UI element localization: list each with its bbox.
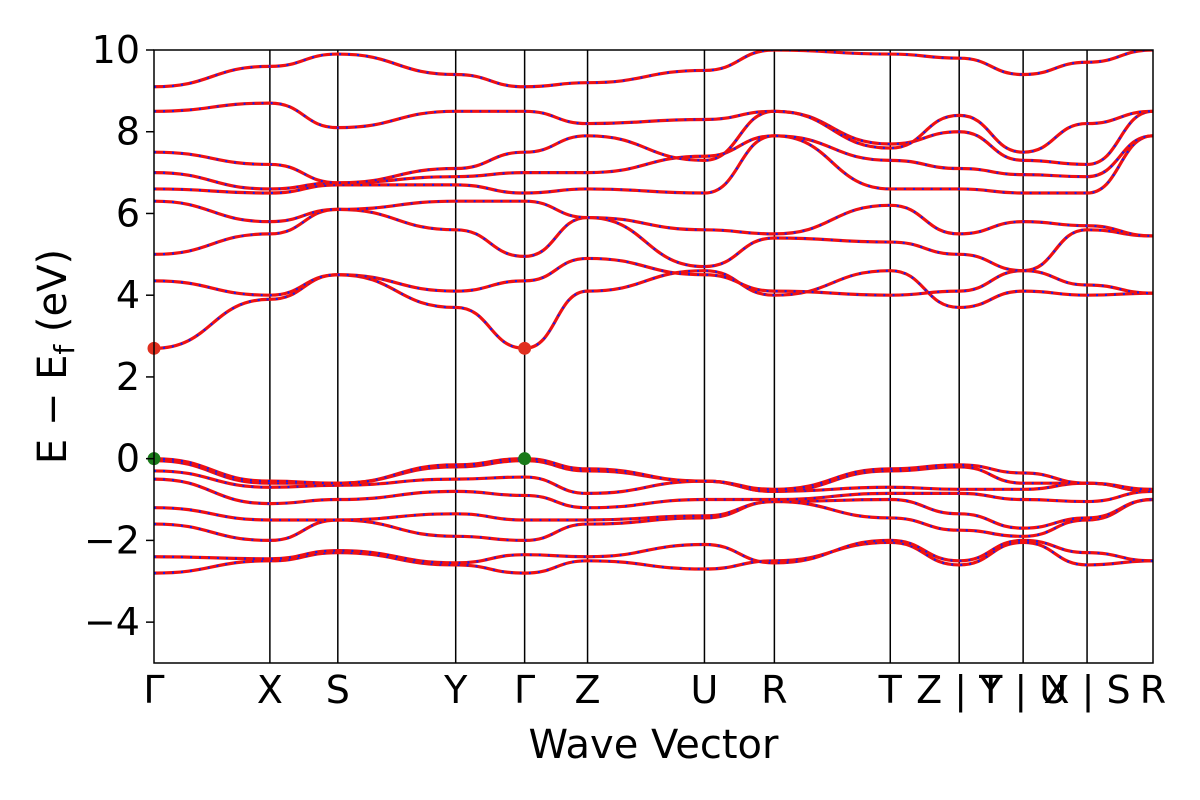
band-line [154, 101, 1153, 154]
band-line [154, 109, 1153, 185]
x-tick-label: Z [575, 668, 601, 712]
band-line-overlay [154, 50, 1153, 88]
plot-frame [153, 49, 1154, 664]
y-axis-label: E − Ef (eV) [30, 249, 81, 464]
y-axis-ticks: −4 −2 0 2 4 6 8 10 [84, 28, 154, 644]
band-line-overlay [154, 200, 1153, 238]
y-tick-label: 6 [116, 191, 140, 235]
y-axis-label-subscript: f [48, 344, 81, 355]
x-tick-label: Γ [514, 668, 535, 712]
band-line [154, 538, 1153, 565]
y-tick-label: 4 [116, 273, 140, 317]
band-line [154, 207, 1153, 273]
band-line [154, 134, 1153, 195]
x-tick-label: Γ [143, 668, 164, 712]
band-line-overlay [154, 478, 1153, 509]
band-line-overlay [154, 541, 1153, 575]
x-tick-label: U [691, 668, 719, 712]
x-tick-label: X [257, 668, 283, 712]
band-line [154, 199, 1153, 238]
kpoint-gridlines [269, 50, 1088, 663]
cbm-point [518, 341, 532, 355]
band-line [154, 50, 1153, 89]
y-tick-label: −4 [84, 600, 140, 644]
band-line [154, 497, 1153, 530]
y-tick-label: −2 [84, 518, 140, 562]
y-axis-label-main: E − E [30, 355, 76, 465]
band-line-overlay [154, 102, 1153, 154]
y-tick-label: 0 [116, 437, 140, 481]
y-axis-label-unit: (eV) [30, 249, 76, 345]
band-line [154, 540, 1153, 575]
x-tick-label: X | S [1044, 668, 1131, 713]
band-line-overlay [154, 269, 1153, 350]
band-line [154, 469, 1153, 496]
band-line-overlay [154, 208, 1153, 272]
y-tick-label: 2 [116, 355, 140, 399]
x-tick-label: T | U [978, 668, 1067, 713]
x-tick-label: Y [443, 668, 468, 712]
x-axis-label: Wave Vector [529, 722, 780, 768]
x-tick-label: R [761, 668, 787, 712]
y-tick-label: 10 [92, 28, 140, 72]
x-tick-label: Z | Y [916, 668, 1003, 713]
y-tick-label: 8 [116, 110, 140, 154]
special-points [147, 341, 532, 466]
x-tick-label: S [326, 668, 350, 712]
x-tick-label: R [1140, 668, 1166, 712]
band-line [154, 457, 1153, 491]
band-lines [154, 50, 1153, 575]
band-line [154, 269, 1153, 350]
x-tick-label: T [878, 668, 903, 712]
band-line [154, 256, 1153, 297]
vbm-point [518, 452, 532, 466]
